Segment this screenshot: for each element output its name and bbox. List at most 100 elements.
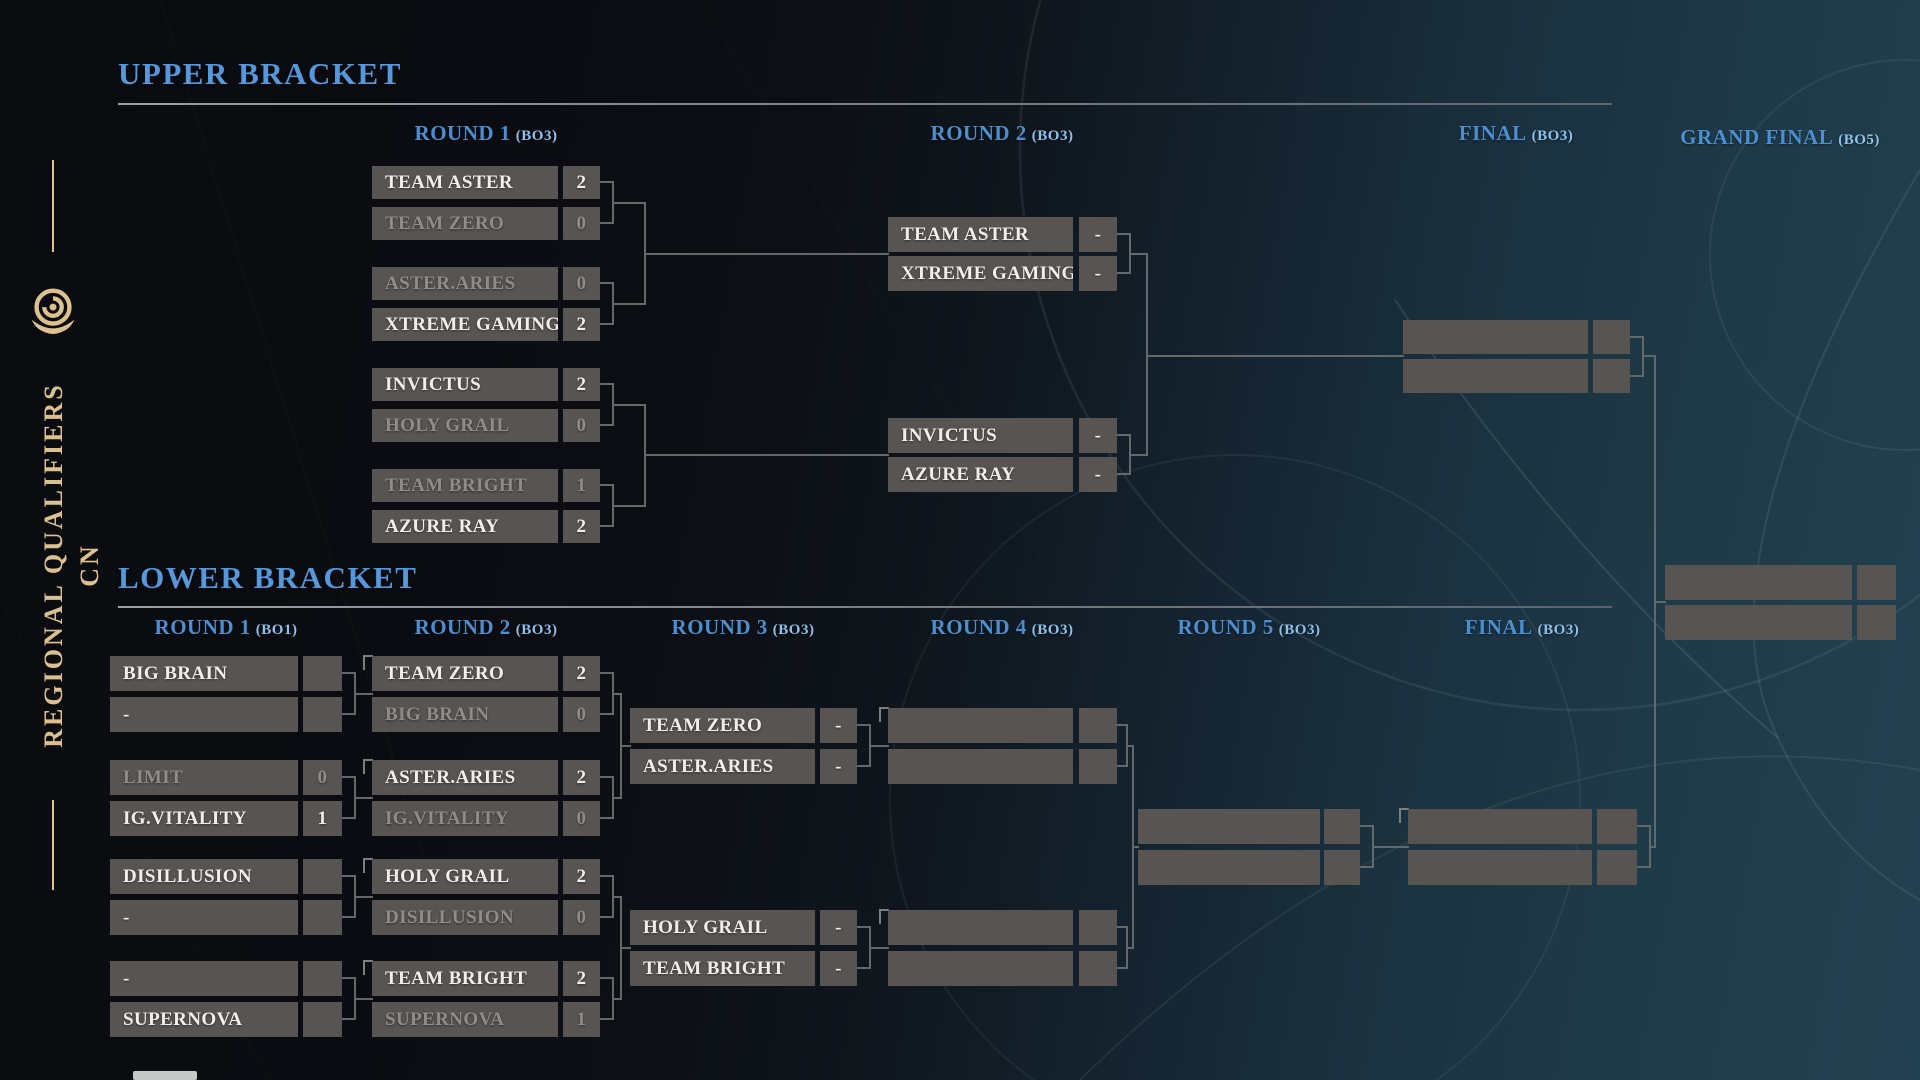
team-cell[interactable]: DISILLUSION xyxy=(372,900,558,935)
score-cell xyxy=(1593,359,1630,393)
header-lb-final: FINAL (BO3) xyxy=(1464,615,1580,639)
score-cell: 0 xyxy=(563,409,600,442)
team-cell[interactable] xyxy=(888,749,1073,784)
team-cell[interactable]: TEAM ZERO xyxy=(372,207,558,240)
score-cell xyxy=(1597,850,1637,885)
score-cell: 2 xyxy=(563,656,600,691)
format-label: (BO3) xyxy=(515,128,558,144)
team-cell[interactable]: BIG BRAIN xyxy=(372,697,558,732)
header-lb-round2: ROUND 2 (BO3) xyxy=(414,615,558,639)
score-cell: - xyxy=(820,951,857,986)
score-cell xyxy=(1597,809,1637,844)
score-cell: - xyxy=(1079,418,1117,453)
team-cell[interactable]: ASTER.ARIES xyxy=(630,749,815,784)
team-cell[interactable]: TEAM ZERO xyxy=(372,656,558,691)
score-cell: 0 xyxy=(303,760,342,795)
score-cell: 0 xyxy=(563,900,600,935)
score-cell: 0 xyxy=(563,207,600,240)
team-cell[interactable] xyxy=(888,951,1073,986)
team-cell[interactable]: TEAM BRIGHT xyxy=(630,951,815,986)
team-cell[interactable]: - xyxy=(110,961,298,996)
format-label: (BO3) xyxy=(515,622,558,638)
header-lb-round1: ROUND 1 (BO1) xyxy=(154,615,298,639)
team-cell[interactable] xyxy=(1403,359,1588,393)
format-label: (BO3) xyxy=(1031,622,1074,638)
score-cell xyxy=(1324,850,1360,885)
score-cell xyxy=(1079,749,1117,784)
score-cell xyxy=(303,961,342,996)
team-cell[interactable]: DISILLUSION xyxy=(110,859,298,894)
team-cell[interactable] xyxy=(1665,565,1852,600)
lower-bracket-divider xyxy=(118,606,1612,608)
team-cell[interactable]: TEAM ZERO xyxy=(630,708,815,743)
score-cell: 1 xyxy=(563,1002,600,1037)
team-cell[interactable] xyxy=(1408,850,1592,885)
team-cell[interactable]: XTREME GAMING xyxy=(888,256,1073,291)
format-label: (BO3) xyxy=(1278,622,1321,638)
team-cell[interactable]: TEAM ASTER xyxy=(372,166,558,199)
score-cell: 1 xyxy=(563,469,600,502)
score-cell: - xyxy=(820,910,857,945)
team-cell[interactable]: SUPERNOVA xyxy=(372,1002,558,1037)
team-cell[interactable]: AZURE RAY xyxy=(888,457,1073,492)
team-cell[interactable]: HOLY GRAIL xyxy=(372,859,558,894)
team-cell[interactable]: TEAM ASTER xyxy=(888,217,1073,252)
team-cell[interactable]: IG.VITALITY xyxy=(110,801,298,836)
header-lb-round4: ROUND 4 (BO3) xyxy=(930,615,1074,639)
score-cell: 2 xyxy=(563,961,600,996)
team-cell[interactable] xyxy=(1138,850,1320,885)
upper-bracket-title: UPPER BRACKET xyxy=(118,56,402,91)
score-cell xyxy=(303,697,342,732)
header-ub-final: FINAL (BO3) xyxy=(1458,121,1574,145)
team-cell[interactable]: IG.VITALITY xyxy=(372,801,558,836)
score-cell: - xyxy=(1079,457,1117,492)
team-cell[interactable] xyxy=(888,708,1073,743)
score-cell: 0 xyxy=(563,267,600,300)
score-cell xyxy=(1857,605,1896,640)
team-cell[interactable]: INVICTUS xyxy=(372,368,558,401)
score-cell xyxy=(1079,708,1117,743)
team-cell[interactable]: SUPERNOVA xyxy=(110,1002,298,1037)
score-cell xyxy=(303,656,342,691)
score-cell: 2 xyxy=(563,760,600,795)
format-label: (BO1) xyxy=(255,622,298,638)
format-label: (BO5) xyxy=(1838,132,1880,148)
team-cell[interactable] xyxy=(1665,605,1852,640)
sidebar-bottom-rule xyxy=(52,800,54,890)
team-cell[interactable]: - xyxy=(110,697,298,732)
score-cell xyxy=(1079,951,1117,986)
team-cell[interactable]: XTREME GAMING xyxy=(372,308,558,341)
team-cell[interactable]: AZURE RAY xyxy=(372,510,558,543)
score-cell xyxy=(1079,910,1117,945)
team-cell[interactable]: - xyxy=(110,900,298,935)
score-cell: - xyxy=(820,749,857,784)
team-cell[interactable]: HOLY GRAIL xyxy=(630,910,815,945)
score-cell: 2 xyxy=(563,308,600,341)
team-cell[interactable] xyxy=(888,910,1073,945)
team-cell[interactable]: HOLY GRAIL xyxy=(372,409,558,442)
score-cell: 2 xyxy=(563,510,600,543)
team-cell[interactable]: BIG BRAIN xyxy=(110,656,298,691)
team-cell[interactable]: ASTER.ARIES xyxy=(372,760,558,795)
header-ub-round2: ROUND 2 (BO3) xyxy=(930,121,1074,145)
score-cell: 2 xyxy=(563,368,600,401)
header-ub-round1: ROUND 1 (BO3) xyxy=(414,121,558,145)
team-cell[interactable] xyxy=(1408,809,1592,844)
team-cell[interactable]: LIMIT xyxy=(110,760,298,795)
upper-bracket-divider xyxy=(118,103,1612,105)
sidebar-top-rule xyxy=(52,160,54,252)
team-cell[interactable] xyxy=(1138,809,1320,844)
header-lb-round3: ROUND 3 (BO3) xyxy=(671,615,815,639)
format-label: (BO3) xyxy=(772,622,815,638)
team-cell[interactable]: INVICTUS xyxy=(888,418,1073,453)
team-cell[interactable]: TEAM BRIGHT xyxy=(372,469,558,502)
event-title: REGIONAL QUALIFIERS CN xyxy=(39,382,104,748)
team-cell[interactable] xyxy=(1403,320,1588,354)
score-cell: - xyxy=(820,708,857,743)
team-cell[interactable]: ASTER.ARIES xyxy=(372,267,558,300)
team-cell[interactable]: TEAM BRIGHT xyxy=(372,961,558,996)
score-cell: - xyxy=(1079,256,1117,291)
